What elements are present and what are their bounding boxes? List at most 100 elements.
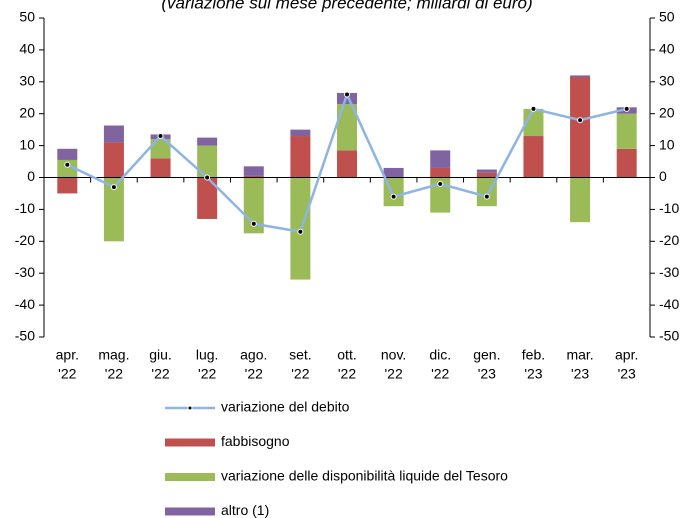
x-tick-label: '22 [245, 366, 263, 382]
legend-swatch [165, 507, 215, 516]
bar [430, 150, 451, 168]
bar [290, 129, 311, 137]
x-tick-label: '22 [384, 366, 402, 382]
point [530, 105, 537, 112]
bar [103, 142, 124, 178]
y-tick-label: 0 [27, 168, 35, 184]
bar [570, 77, 591, 178]
legend-swatch [187, 405, 193, 411]
x-tick-label: '23 [478, 366, 496, 382]
x-tick-label: '22 [291, 366, 309, 382]
point [344, 91, 350, 98]
y-tick-label: 30 [19, 73, 35, 89]
x-tick-label: '23 [524, 366, 542, 382]
x-tick-label: '22 [105, 366, 123, 382]
y2-tick-label: -30 [659, 264, 679, 280]
y2-tick-label: 50 [659, 9, 675, 25]
bar [197, 145, 218, 178]
bar [150, 158, 171, 178]
y-tick-label: 50 [19, 9, 35, 25]
bar [57, 177, 78, 194]
bar [57, 148, 78, 160]
bar [103, 177, 124, 242]
bar [337, 104, 357, 151]
bar [476, 172, 497, 178]
x-tick-label: '22 [151, 366, 169, 382]
legend-label: variazione del debito [221, 399, 350, 415]
y2-tick-label: -20 [659, 232, 679, 248]
bar [476, 169, 497, 173]
bar [570, 75, 591, 78]
x-tick-label: '23 [618, 366, 636, 382]
y-tick-label: -20 [15, 232, 35, 248]
x-tick-label: '22 [198, 366, 216, 382]
legend-swatch [165, 473, 215, 481]
point [157, 133, 164, 140]
point [297, 228, 304, 235]
x-tick-label: feb. [522, 347, 545, 363]
point [390, 193, 397, 200]
y2-tick-label: 40 [659, 41, 675, 57]
bar [523, 136, 544, 178]
bar [243, 166, 264, 176]
bar [290, 136, 311, 178]
y2-tick-label: 10 [659, 136, 675, 152]
y-tick-label: -10 [15, 200, 35, 216]
bar [57, 159, 78, 178]
y-tick-label: -40 [15, 296, 35, 312]
bar [150, 139, 171, 159]
bar [383, 167, 404, 178]
point [577, 117, 584, 124]
chart-title: (variazione sul mese precedente; miliard… [161, 0, 532, 12]
bar [616, 113, 637, 149]
y2-tick-label: -50 [659, 328, 679, 344]
x-tick-label: gen. [473, 347, 500, 363]
legend-label: fabbisogno [221, 433, 290, 449]
bar [337, 150, 357, 178]
x-tick-label: apr. [56, 347, 79, 363]
point [204, 174, 211, 181]
x-tick-label: mag. [98, 347, 129, 363]
legend-label: variazione delle disponibilità liquide d… [221, 468, 508, 484]
y-tick-label: 10 [19, 136, 35, 152]
bar [337, 92, 357, 105]
bar [197, 177, 218, 219]
x-tick-label: set. [289, 347, 312, 363]
legend-label: altro (1) [221, 502, 269, 518]
y-tick-label: -30 [15, 264, 35, 280]
bar [616, 148, 637, 178]
point [623, 105, 630, 112]
bar [430, 167, 451, 178]
bar [243, 175, 264, 178]
x-tick-label: dic. [429, 347, 451, 363]
y2-tick-label: 0 [659, 168, 667, 184]
x-tick-label: apr. [615, 347, 638, 363]
point [483, 193, 490, 200]
y2-tick-label: -10 [659, 200, 679, 216]
x-tick-label: lug. [196, 347, 219, 363]
x-tick-label: mar. [566, 347, 593, 363]
x-tick-label: '22 [58, 366, 76, 382]
y-tick-label: -50 [15, 328, 35, 344]
x-tick-label: '22 [431, 366, 449, 382]
y2-tick-label: -40 [659, 296, 679, 312]
bar [197, 137, 218, 146]
point [64, 161, 71, 168]
x-tick-label: giu. [149, 347, 172, 363]
bar [570, 177, 591, 223]
x-tick-label: '22 [338, 366, 356, 382]
y-tick-label: 20 [19, 104, 35, 120]
y-tick-label: 40 [19, 41, 35, 57]
y2-tick-label: 20 [659, 104, 675, 120]
point [110, 184, 117, 191]
x-tick-label: ago. [240, 347, 267, 363]
x-tick-label: ott. [337, 347, 356, 363]
point [250, 220, 257, 227]
x-tick-label: nov. [381, 347, 406, 363]
x-tick-label: '23 [571, 366, 589, 382]
bar [103, 125, 124, 143]
y2-tick-label: 30 [659, 73, 675, 89]
legend-swatch [165, 438, 215, 447]
point [437, 180, 444, 187]
